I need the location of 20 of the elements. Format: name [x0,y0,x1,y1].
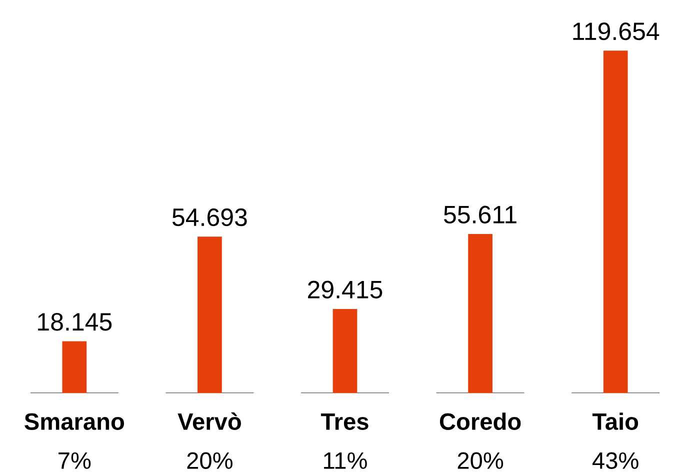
text: 43% [592,452,638,469]
x-tick-label: Taio [592,412,638,430]
data-label: 18.145 [38,313,112,331]
x-tick-label: Smarano [24,413,124,430]
x-tick-label: Coredo [440,412,521,430]
data-label: 29.415 [308,280,382,298]
bar [62,341,87,394]
bar [603,50,628,394]
text: 20% [187,452,232,469]
x-tick-label: Vervò [178,412,241,430]
data-label: 55.611 [444,206,516,224]
bar [332,308,358,394]
text: 11% [324,452,367,469]
bar [198,236,222,394]
text: 7% [58,452,91,469]
x-tick-label: Tres [320,413,368,430]
data-label: 119.654 [573,22,660,40]
data-label: 54.693 [172,208,247,226]
bar [468,234,492,394]
text: 20% [458,452,504,469]
